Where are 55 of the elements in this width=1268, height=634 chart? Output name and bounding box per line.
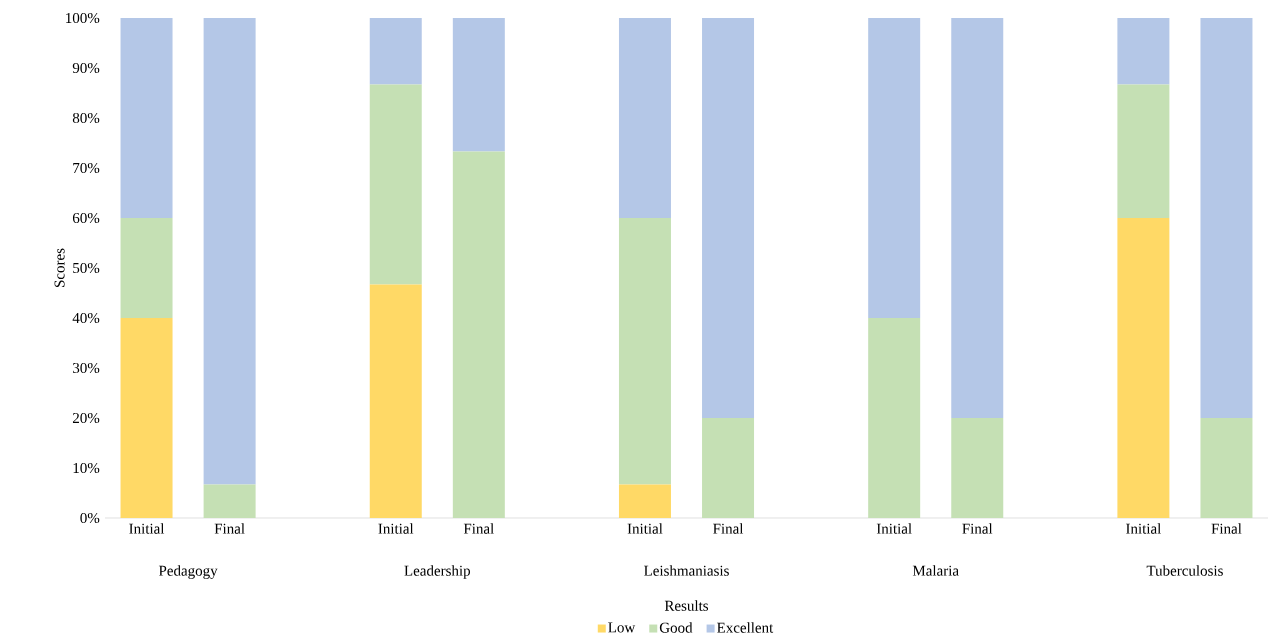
x-tick-label: Final	[463, 523, 494, 534]
bar	[702, 17, 755, 418]
bar	[951, 418, 1004, 518]
y-tick-label: 40%	[72, 312, 100, 324]
bar	[369, 84, 422, 285]
bar	[203, 484, 256, 518]
bar	[1200, 17, 1253, 418]
x-tick-label: Initial	[129, 523, 165, 534]
x-tick-label: Initial	[1126, 523, 1162, 534]
bar	[868, 17, 921, 318]
y-tick-label: 80%	[72, 112, 100, 124]
x-tick-label: Final	[962, 523, 993, 534]
bar	[1117, 17, 1170, 85]
x-tick-label: Initial	[378, 523, 414, 534]
y-tick-label: 100%	[66, 12, 100, 24]
text: Leadership	[404, 565, 471, 579]
y-tick-label: 50%	[73, 262, 100, 274]
bar	[369, 284, 422, 518]
x-tick-label: Final	[713, 523, 744, 534]
bar	[702, 418, 755, 518]
bar	[203, 17, 256, 485]
bar	[618, 17, 671, 218]
y-tick-label: 60%	[72, 212, 100, 224]
x-tick-label: Initial	[627, 523, 663, 534]
legend-label: Excellent	[717, 622, 774, 633]
legend-title: Results	[664, 600, 709, 611]
y-tick-label: 90%	[72, 62, 100, 74]
y-tick-label: 70%	[73, 162, 100, 174]
text: Leishmaniasis	[644, 565, 729, 576]
legend-label: Good	[659, 622, 693, 633]
x-tick-label: Initial	[876, 523, 912, 534]
bar	[120, 17, 173, 218]
bar	[868, 318, 921, 518]
y-tick-label: 0%	[80, 512, 100, 524]
x-tick-label: Final	[1211, 523, 1242, 534]
y-tick-label: 20%	[72, 412, 100, 424]
bar	[452, 151, 505, 518]
bar	[1200, 418, 1253, 518]
bar	[120, 318, 173, 518]
y-axis-title: Scores	[54, 248, 65, 287]
text: Tuberculosis	[1146, 565, 1223, 576]
bar	[120, 217, 173, 318]
bar	[618, 217, 671, 485]
text: Malaria	[912, 565, 959, 576]
bar	[369, 17, 422, 85]
y-tick-label: 10%	[73, 462, 100, 474]
x-tick-label: Final	[214, 523, 245, 534]
bar	[1117, 84, 1170, 218]
y-tick-label: 30%	[73, 362, 100, 374]
text: Pedagogy	[158, 565, 218, 579]
bar	[618, 484, 671, 518]
bar	[951, 17, 1004, 418]
bar	[452, 17, 505, 152]
bar	[1117, 217, 1170, 518]
legend-label: Low	[608, 622, 636, 633]
